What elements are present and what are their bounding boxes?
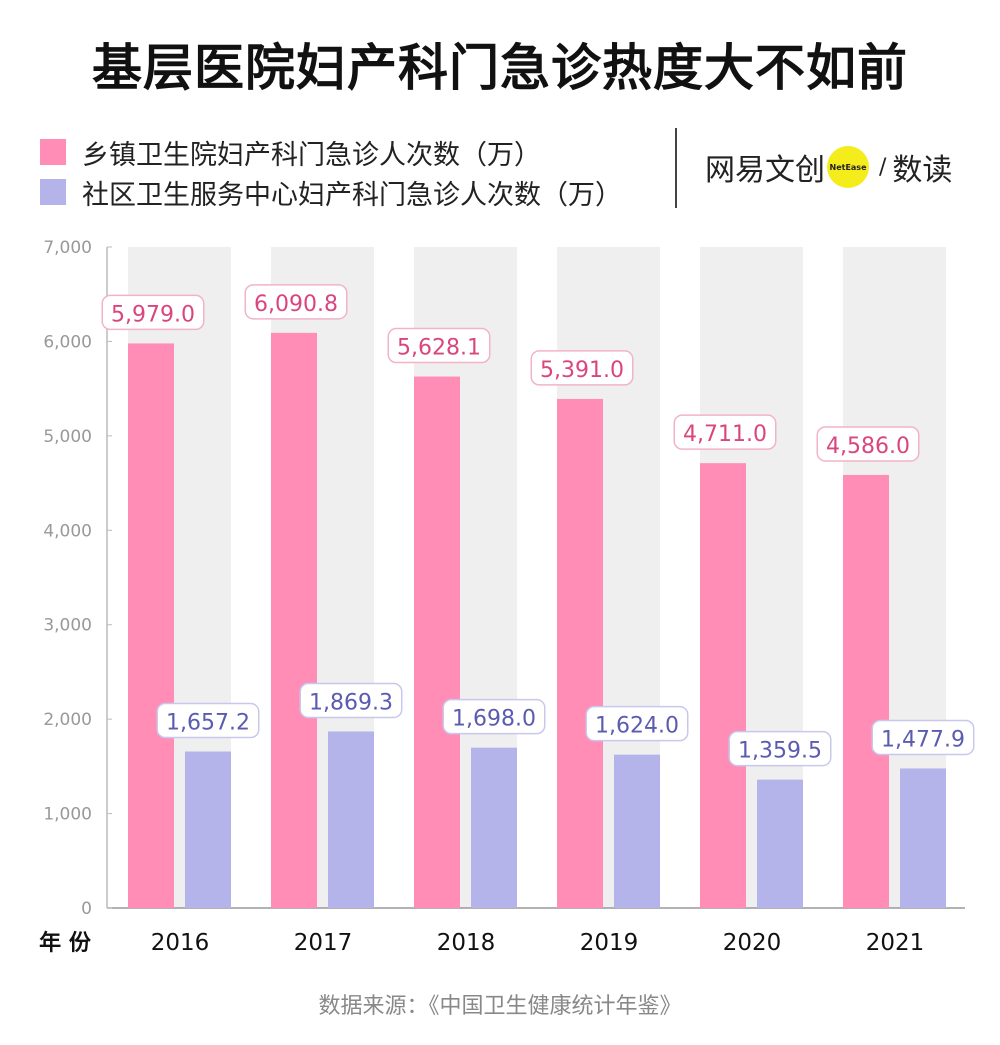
bar-community	[614, 754, 660, 908]
data-label: 6,090.8	[254, 292, 338, 317]
data-label: 4,586.0	[826, 434, 910, 459]
bar-community	[900, 768, 946, 908]
y-tick-label: 6,000	[43, 332, 92, 352]
y-tick-label: 3,000	[43, 616, 92, 636]
logo-product: 数读	[892, 153, 953, 188]
divider	[675, 128, 677, 208]
logo: 网易文创 NetEase / 数读	[705, 145, 952, 189]
data-label: 5,979.0	[111, 302, 195, 327]
data-label: 4,711.0	[683, 422, 767, 447]
y-tick-label: 4,000	[43, 521, 92, 541]
bar-community	[757, 779, 803, 908]
data-label: 5,628.1	[397, 336, 481, 361]
legend-item-community: 社区卫生服务中心妇产科门急诊人次数（万）	[40, 172, 622, 212]
data-label-box	[299, 682, 403, 719]
bar-township	[128, 343, 174, 908]
legend-label: 乡镇卫生院妇产科门急诊人次数（万）	[82, 139, 541, 171]
data-label: 1,657.2	[166, 711, 250, 736]
data-label-box	[673, 414, 777, 450]
chart-title: 基层医院妇产科门急诊热度大不如前	[92, 39, 908, 97]
bar-township	[557, 398, 603, 908]
data-label-box	[530, 350, 634, 386]
data-label-box	[871, 719, 975, 756]
data-label-box	[816, 426, 920, 462]
logo-brand: 网易文创	[705, 153, 825, 188]
legend: 乡镇卫生院妇产科门急诊人次数（万） 社区卫生服务中心妇产科门急诊人次数（万）	[40, 132, 622, 212]
bar-community	[185, 751, 231, 908]
bar-township	[414, 376, 460, 908]
data-label-box	[244, 284, 348, 320]
legend-swatch-purple	[40, 179, 66, 205]
x-tick-label: 2019	[580, 930, 639, 956]
y-tick-label: 7,000	[43, 238, 92, 258]
y-tick-label: 0	[81, 899, 92, 919]
data-label-box	[387, 327, 491, 364]
bar-township	[843, 474, 889, 908]
data-label: 1,698.0	[452, 707, 536, 732]
data-label: 1,624.0	[595, 714, 679, 739]
source-note: 数据来源：《中国卫生健康统计年鉴》	[318, 994, 682, 1019]
data-label-box	[442, 698, 546, 735]
legend-swatch-pink	[40, 139, 66, 165]
data-label: 1,359.5	[738, 739, 822, 764]
data-label-box	[728, 730, 832, 767]
bar-township	[271, 332, 317, 908]
data-label-box	[101, 294, 205, 331]
x-tick-label: 2016	[151, 930, 210, 956]
x-tick-label: 2020	[723, 930, 782, 956]
bar-community	[471, 747, 517, 908]
data-label-box	[585, 705, 689, 742]
y-tick-label: 1,000	[43, 805, 92, 825]
x-tick-label: 2017	[294, 930, 353, 956]
logo-badge: NetEase	[827, 146, 869, 188]
legend-item-township: 乡镇卫生院妇产科门急诊人次数（万）	[40, 132, 622, 172]
x-tick-label: 2018	[437, 930, 496, 956]
data-label: 1,477.9	[881, 727, 965, 752]
data-label-box	[156, 702, 260, 739]
y-tick-label: 2,000	[43, 710, 92, 730]
data-label: 1,869.3	[309, 690, 393, 715]
logo-slash: /	[879, 154, 887, 180]
bar-community	[328, 731, 374, 908]
bar-township	[700, 463, 746, 908]
y-tick-label: 5,000	[43, 427, 92, 447]
x-axis-label: 年 份	[39, 930, 92, 956]
legend-label: 社区卫生服务中心妇产科门急诊人次数（万）	[82, 179, 622, 211]
data-label: 5,391.0	[540, 358, 624, 383]
x-tick-label: 2021	[866, 930, 925, 956]
